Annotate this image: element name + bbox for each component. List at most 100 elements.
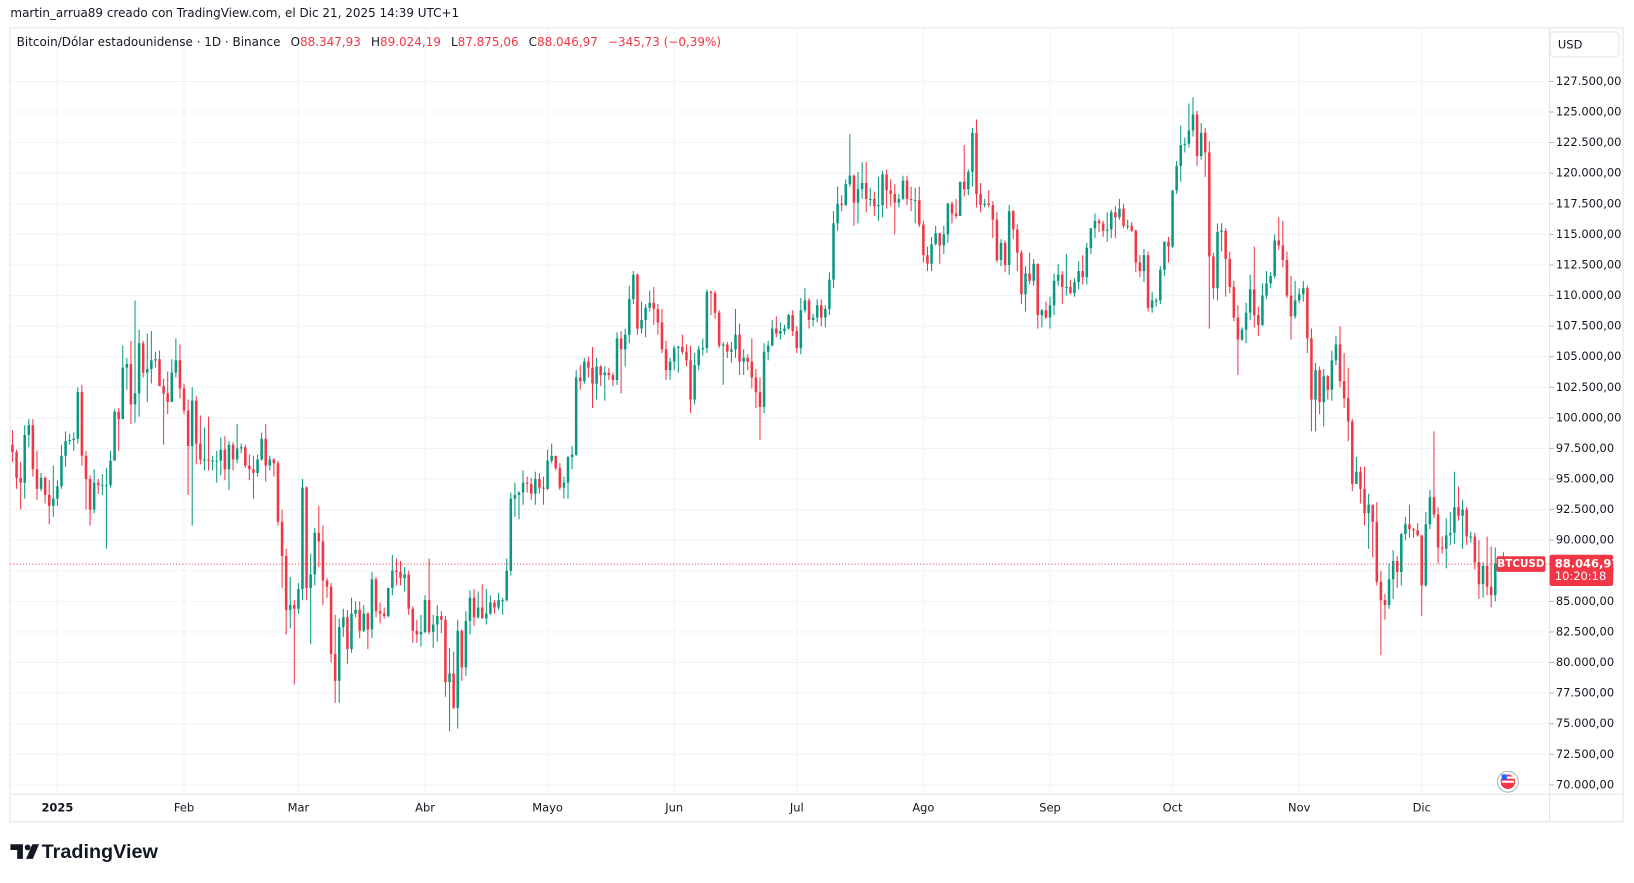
candle-body	[1011, 211, 1015, 230]
x-tick-label: Mar	[288, 800, 310, 814]
y-tick-label: 75.000,00	[1556, 716, 1614, 730]
y-tick-label: 117.500,00	[1556, 196, 1622, 210]
candle-body	[1493, 563, 1497, 596]
candle-body	[1016, 229, 1019, 253]
candle-body	[1261, 295, 1264, 325]
y-tick-label: 107.500,00	[1556, 319, 1622, 333]
candle-body	[1383, 600, 1387, 606]
candle-body	[158, 359, 161, 387]
candle-body	[88, 479, 92, 510]
candle-body	[113, 411, 116, 461]
candle-body	[464, 620, 468, 668]
candle-body	[1395, 560, 1399, 573]
flag-icon[interactable]	[1496, 770, 1519, 793]
candle-body	[31, 425, 35, 470]
candle-body	[1101, 223, 1105, 231]
candle-body	[239, 447, 243, 449]
y-tick-label: 102.500,00	[1556, 380, 1622, 394]
candle-body	[1379, 581, 1383, 601]
candle-body	[1363, 488, 1366, 514]
candle-body	[182, 388, 186, 411]
x-tick-label: Mayo	[532, 800, 563, 814]
candle-body	[1154, 300, 1158, 302]
candle-body	[248, 465, 251, 470]
candle-body	[1449, 532, 1452, 536]
candle-body	[1032, 263, 1035, 281]
candle-body	[1416, 530, 1419, 536]
y-tick-label: 112.500,00	[1556, 257, 1622, 271]
currency-button[interactable]	[1549, 31, 1620, 58]
candle-body	[170, 372, 174, 402]
candle-body	[223, 449, 227, 470]
candle-body	[775, 328, 778, 334]
candle-body	[1326, 376, 1330, 390]
candle-body	[615, 338, 619, 380]
candle-body	[178, 360, 182, 389]
candle-body	[1322, 376, 1325, 402]
candle-body	[1461, 509, 1464, 516]
candle-body	[852, 175, 856, 203]
candle-body	[80, 392, 84, 456]
candle-body	[570, 454, 574, 458]
candle-body	[648, 302, 651, 308]
candle-body	[485, 613, 488, 619]
candle-body	[399, 572, 402, 579]
legend-change: −345,73 (−0,39%)	[608, 34, 721, 48]
candle-body	[558, 468, 562, 488]
candle-body	[701, 348, 705, 350]
candle-body	[305, 487, 308, 588]
candle-body	[713, 293, 717, 313]
candle-body	[1232, 286, 1236, 318]
candle-body	[950, 203, 954, 214]
candle-body	[333, 653, 337, 681]
candle-body	[681, 346, 684, 352]
candle-body	[754, 377, 758, 393]
candle-body	[52, 498, 55, 506]
footer-logo[interactable]: TradingView	[10, 841, 158, 863]
candle-body	[1428, 497, 1432, 525]
candle-body	[1293, 300, 1297, 317]
candle-body	[1044, 310, 1048, 318]
candle-body	[583, 361, 586, 382]
candle-body	[440, 616, 443, 620]
candle-body	[967, 171, 970, 190]
candle-body	[366, 613, 370, 630]
candle-body	[1334, 344, 1338, 361]
price-tag	[1549, 554, 1614, 586]
candle-body	[1024, 273, 1027, 295]
candle-body	[350, 613, 353, 650]
candle-body	[1240, 329, 1244, 340]
candle-body	[313, 532, 317, 575]
candle-body	[640, 320, 643, 329]
logo-slash	[26, 844, 40, 859]
candle-body	[1187, 130, 1191, 144]
candle-body	[1236, 317, 1240, 340]
logo-dot	[24, 844, 31, 851]
candle-body	[819, 305, 823, 318]
candle-body	[995, 219, 999, 261]
currency-label[interactable]: USD	[1558, 37, 1583, 51]
candle-body	[529, 483, 533, 494]
candle-body	[1052, 280, 1056, 306]
candle-body	[1199, 132, 1203, 157]
candle-body	[897, 198, 901, 203]
candle-body	[374, 579, 378, 612]
candle-body	[611, 375, 615, 380]
candle-body	[84, 455, 88, 480]
y-tick-label: 85.000,00	[1556, 594, 1614, 608]
candle-body	[738, 334, 741, 362]
candle-body	[395, 570, 398, 573]
candle-body	[607, 372, 611, 376]
candle-body	[297, 589, 300, 609]
candle-body	[150, 360, 153, 369]
candle-body	[938, 233, 941, 246]
x-tick-label: Oct	[1163, 800, 1183, 814]
logo-text: TradingView	[42, 841, 159, 863]
candle-body	[92, 482, 96, 510]
candle-body	[403, 574, 406, 579]
candle-body	[1150, 300, 1154, 308]
candle-body	[958, 181, 962, 217]
y-tick-label: 127.500,00	[1556, 74, 1622, 88]
